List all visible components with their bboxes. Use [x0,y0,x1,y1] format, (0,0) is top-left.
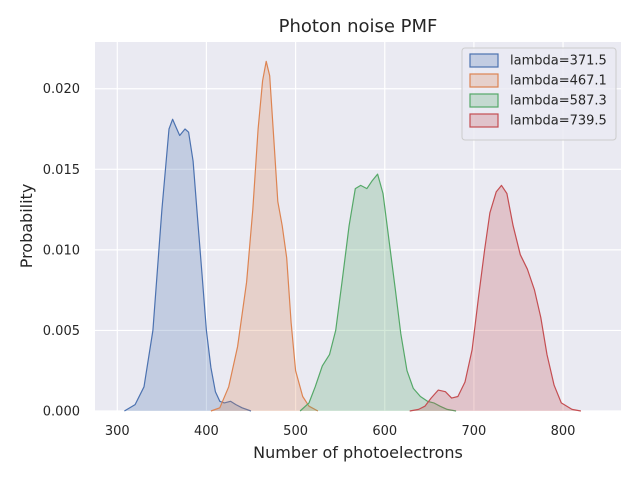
y-tick-label: 0.020 [43,82,80,97]
legend-swatch [469,93,499,108]
legend-items: lambda=371.5 lambda=467.1 lambda=587.3 lamb… [469,53,607,129]
legend-label: lambda=371.5 [510,54,607,69]
legend-box [461,47,617,141]
legend-swatch [469,113,499,128]
x-tick-label: 700 [461,424,486,439]
y-tick-label: 0.000 [43,405,80,420]
legend-label: lambda=587.3 [510,94,607,109]
x-tick-label: 600 [372,424,397,439]
x-axis-label: Number of photoelectrons [253,443,463,462]
legend-swatch [469,73,499,88]
chart-title: Photon noise PMF [279,16,438,37]
series-area-fill [300,174,457,411]
series-area-fill [409,185,581,411]
y-tick-label: 0.015 [43,163,80,178]
series-line [210,60,319,412]
x-tick-label: 800 [551,424,576,439]
legend-label: lambda=739.5 [510,114,607,129]
x-tick-label: 500 [283,424,308,439]
series-line [124,118,252,412]
y-tick-label: 0.010 [43,243,80,258]
series-line [409,184,582,412]
x-tick-label: 300 [105,424,130,439]
legend-label: lambda=467.1 [510,74,607,89]
series-area-fill [124,119,251,412]
y-axis-ticks: 0.000 0.005 0.010 0.015 0.020 [43,82,80,419]
x-axis-ticks: 300 400 500 600 700 800 [105,424,576,439]
legend: lambda=371.5 lambda=467.1 lambda=587.3 lamb… [461,47,617,141]
legend-swatch [469,53,499,68]
y-axis-label: Probability [17,184,36,269]
series-areas [124,60,582,412]
y-tick-label: 0.005 [43,324,80,339]
x-tick-label: 400 [194,424,219,439]
series-line [299,173,457,412]
